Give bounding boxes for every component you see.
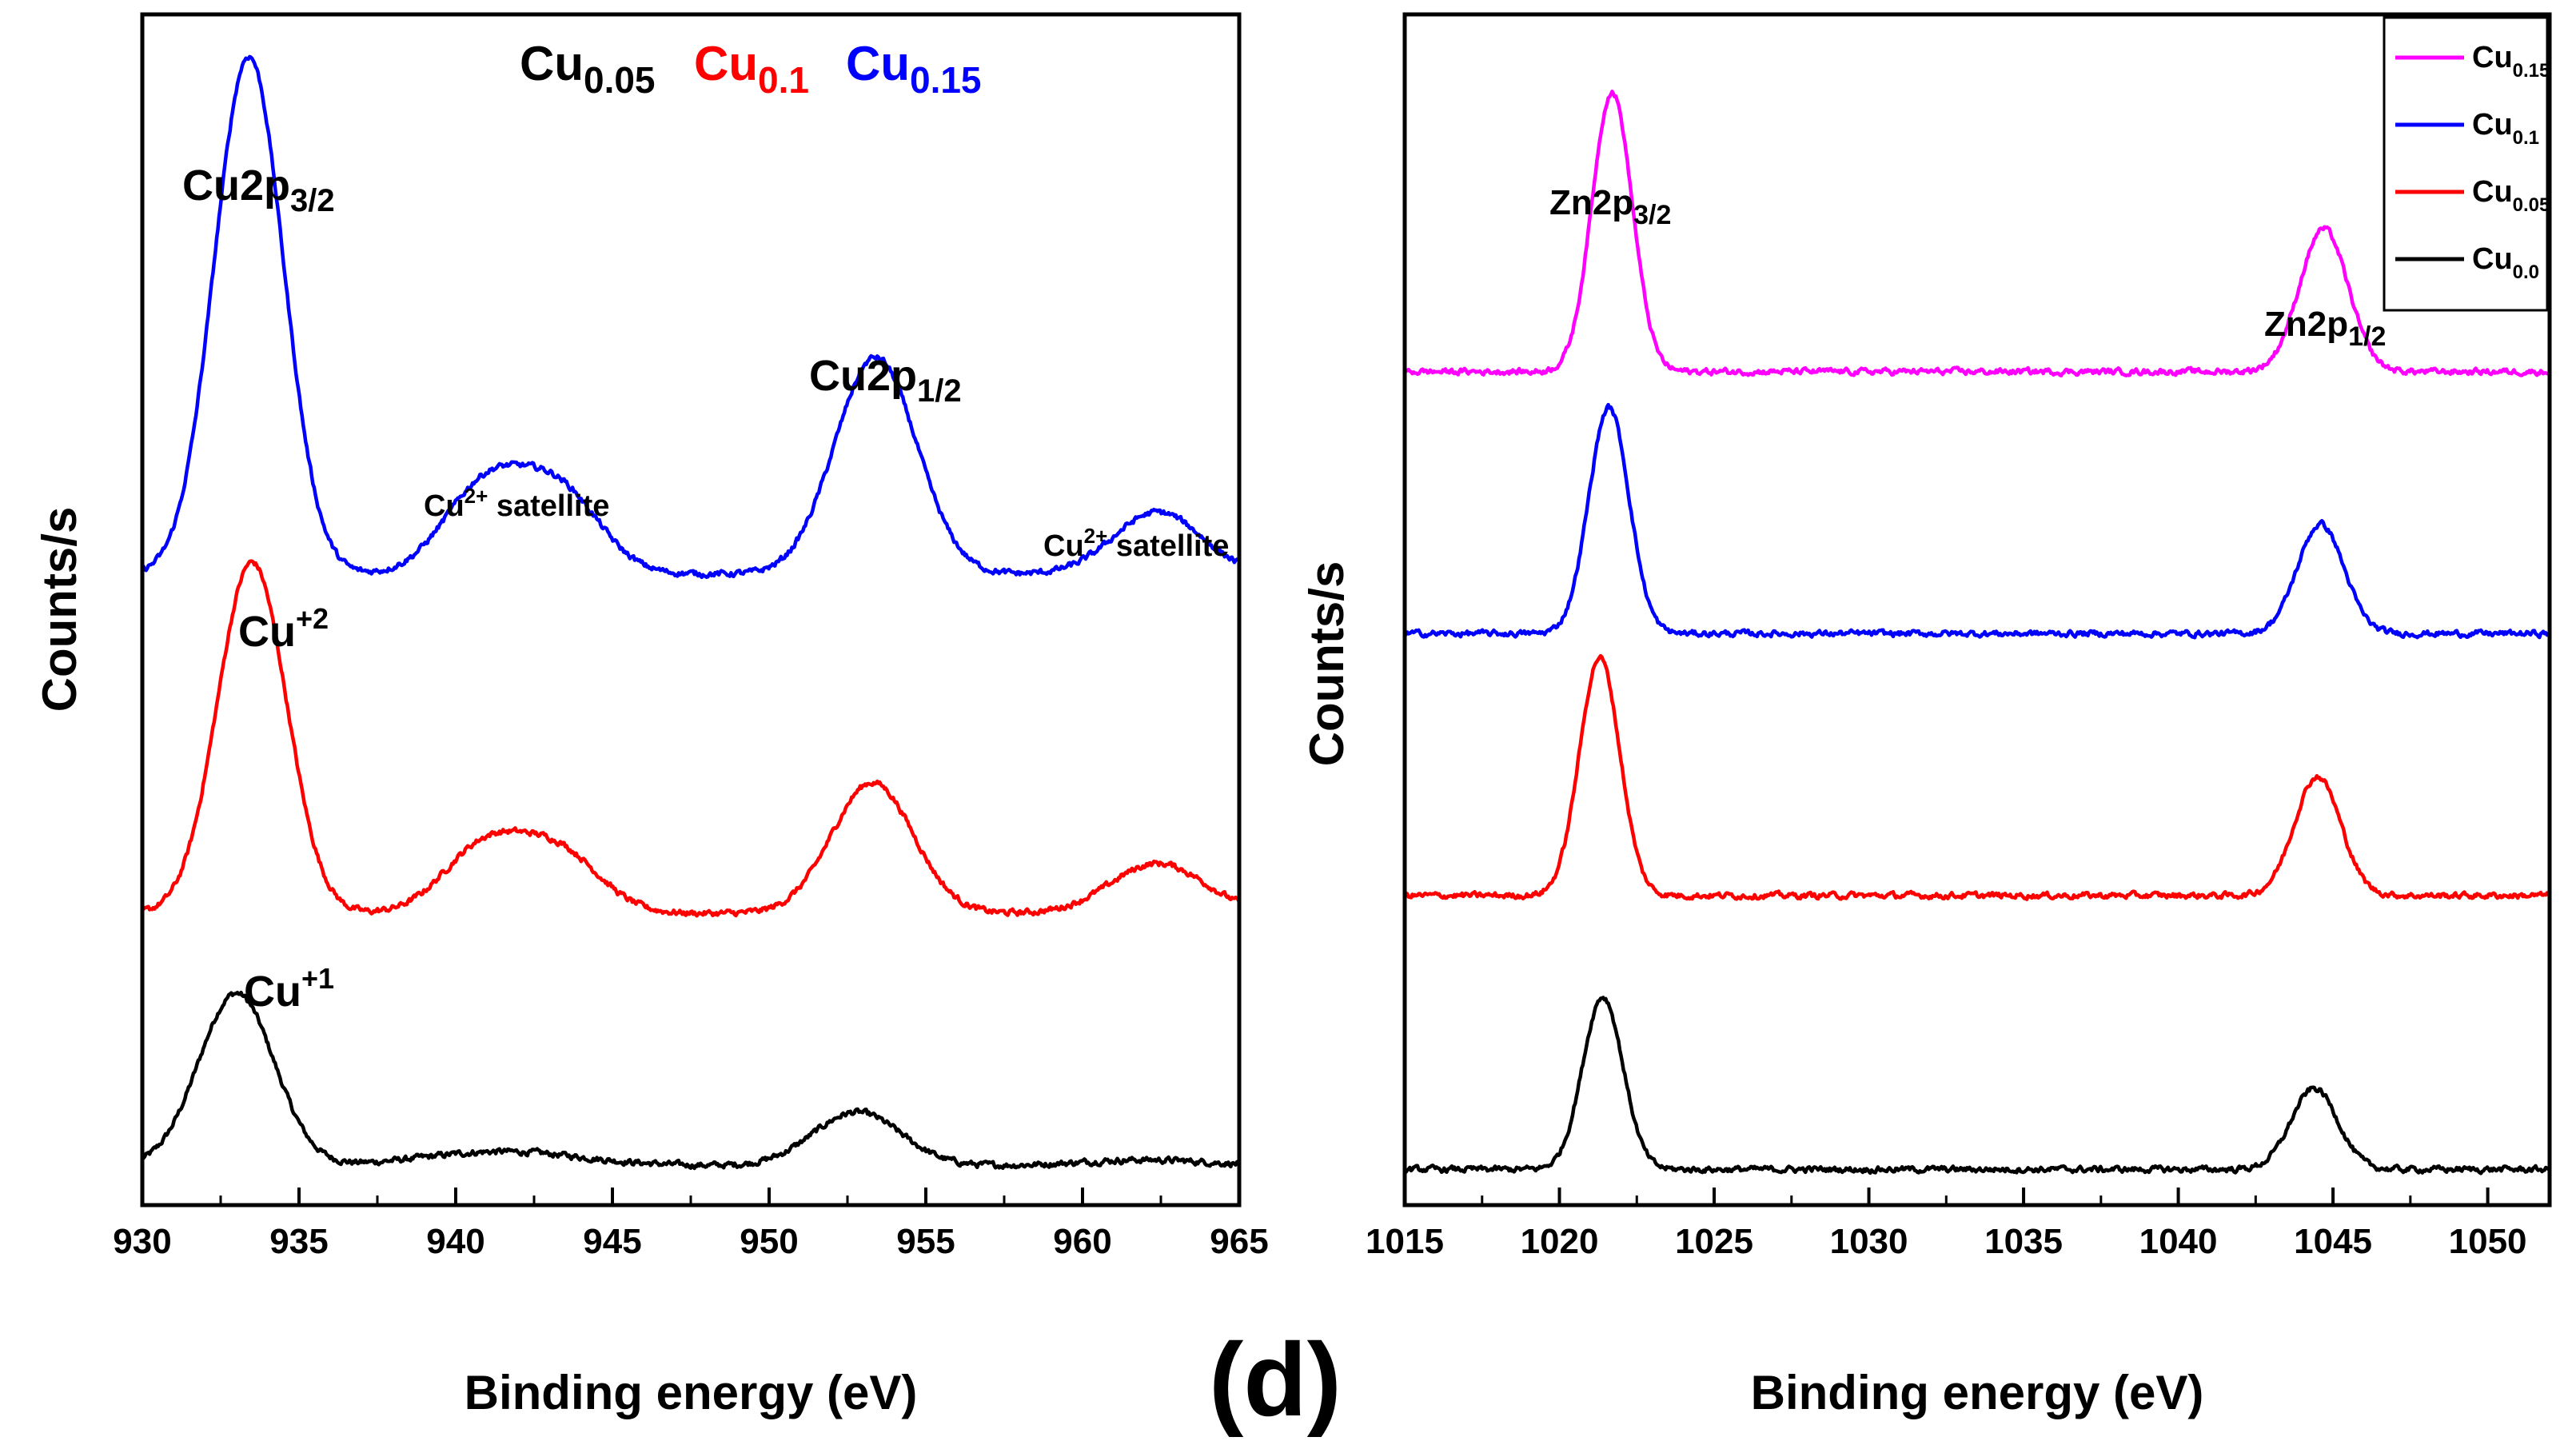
panel-label: (d) [1209, 1321, 1342, 1438]
x-tick-label: 940 [426, 1222, 484, 1261]
annotation-cu-plus2: Cu+2 [238, 602, 329, 656]
series-line-cu0-1 [142, 559, 1242, 918]
x-tick-label: 1030 [1830, 1222, 1908, 1261]
legend-label: Cu0.1 [2472, 108, 2539, 149]
zn2p-x-axis-title: Binding energy (eV) [1751, 1366, 2204, 1419]
series-line-cu0-0 [1404, 996, 2551, 1176]
x-tick-label: 965 [1210, 1222, 1268, 1261]
annotation-zn2p3-2: Zn2p3/2 [1549, 183, 1671, 230]
x-tick-label: 1020 [1521, 1222, 1599, 1261]
zn2p-y-axis-title: Counts/s [1300, 561, 1354, 767]
cu2p-y-axis-title: Counts/s [33, 507, 86, 713]
series-line-cu0-1 [1404, 402, 2551, 640]
cu2p-panel: 930 935 940 945 950 955 960 965 Counts/s Bindin… [33, 12, 1269, 1419]
x-tick-label: 1050 [2449, 1222, 2527, 1261]
x-tick-label: 945 [583, 1222, 641, 1261]
annotation-cu2p1-2: Cu2p1/2 [809, 352, 962, 409]
annotation-zn2p1-2: Zn2p1/2 [2264, 305, 2386, 352]
zn2p-legend-entries: Cu0.15 Cu0.1 Cu0.05 Cu0.0 [2395, 41, 2550, 283]
cu2p-legend-cu015: Cu0.15 [846, 37, 982, 101]
legend-label: Cu0.05 [2472, 175, 2550, 216]
x-tick-label: 955 [896, 1222, 955, 1261]
series-line-cu0-15 [1403, 90, 2551, 377]
zn2p-x-ticks: 1015 1020 1025 1030 1035 1040 1045 1050 [1366, 1188, 2527, 1261]
x-tick-label: 1045 [2294, 1222, 2372, 1261]
annotation-cu2plus-satellite-1: Cu2+ satellite [424, 484, 609, 523]
x-tick-label: 1025 [1675, 1222, 1753, 1261]
cu2p-legend-cu005: Cu0.05 [520, 37, 656, 101]
x-tick-label: 930 [113, 1222, 171, 1261]
cu2p-legend-cu01: Cu0.1 [694, 37, 809, 101]
legend-label: Cu0.15 [2472, 41, 2550, 82]
annotation-cu2p3-2: Cu2p3/2 [182, 162, 335, 218]
x-tick-label: 960 [1053, 1222, 1111, 1261]
x-tick-label: 950 [740, 1222, 798, 1261]
legend-label: Cu0.0 [2472, 242, 2539, 283]
zn2p-plot-frame [1402, 12, 2552, 1208]
zn2p-panel: 1015 1020 1025 1030 1035 1040 1045 1050 Counts/… [1300, 12, 2552, 1419]
cu2p-series-group [141, 54, 1242, 1171]
zn2p-legend: Cu0.15 Cu0.1 Cu0.05 Cu0.0 [2383, 16, 2550, 312]
zn2p-legend-box [2383, 16, 2549, 312]
series-line-cu0-05 [141, 990, 1241, 1171]
annotation-cu2plus-satellite-2: Cu2+ satellite [1043, 524, 1229, 563]
series-line-cu0-15 [141, 54, 1240, 580]
x-tick-label: 935 [269, 1222, 328, 1261]
x-tick-label: 1040 [2139, 1222, 2218, 1261]
cu2p-x-ticks: 930 935 940 945 950 955 960 965 [113, 1188, 1269, 1261]
x-tick-label: 1035 [1984, 1222, 2063, 1261]
x-tick-label: 1015 [1366, 1222, 1444, 1261]
cu2p-x-axis-title: Binding energy (eV) [465, 1366, 918, 1419]
annotation-cu-plus1: Cu+1 [244, 962, 334, 1016]
zn2p-series-group [1403, 90, 2552, 1176]
series-line-cu0-05 [1404, 653, 2552, 901]
